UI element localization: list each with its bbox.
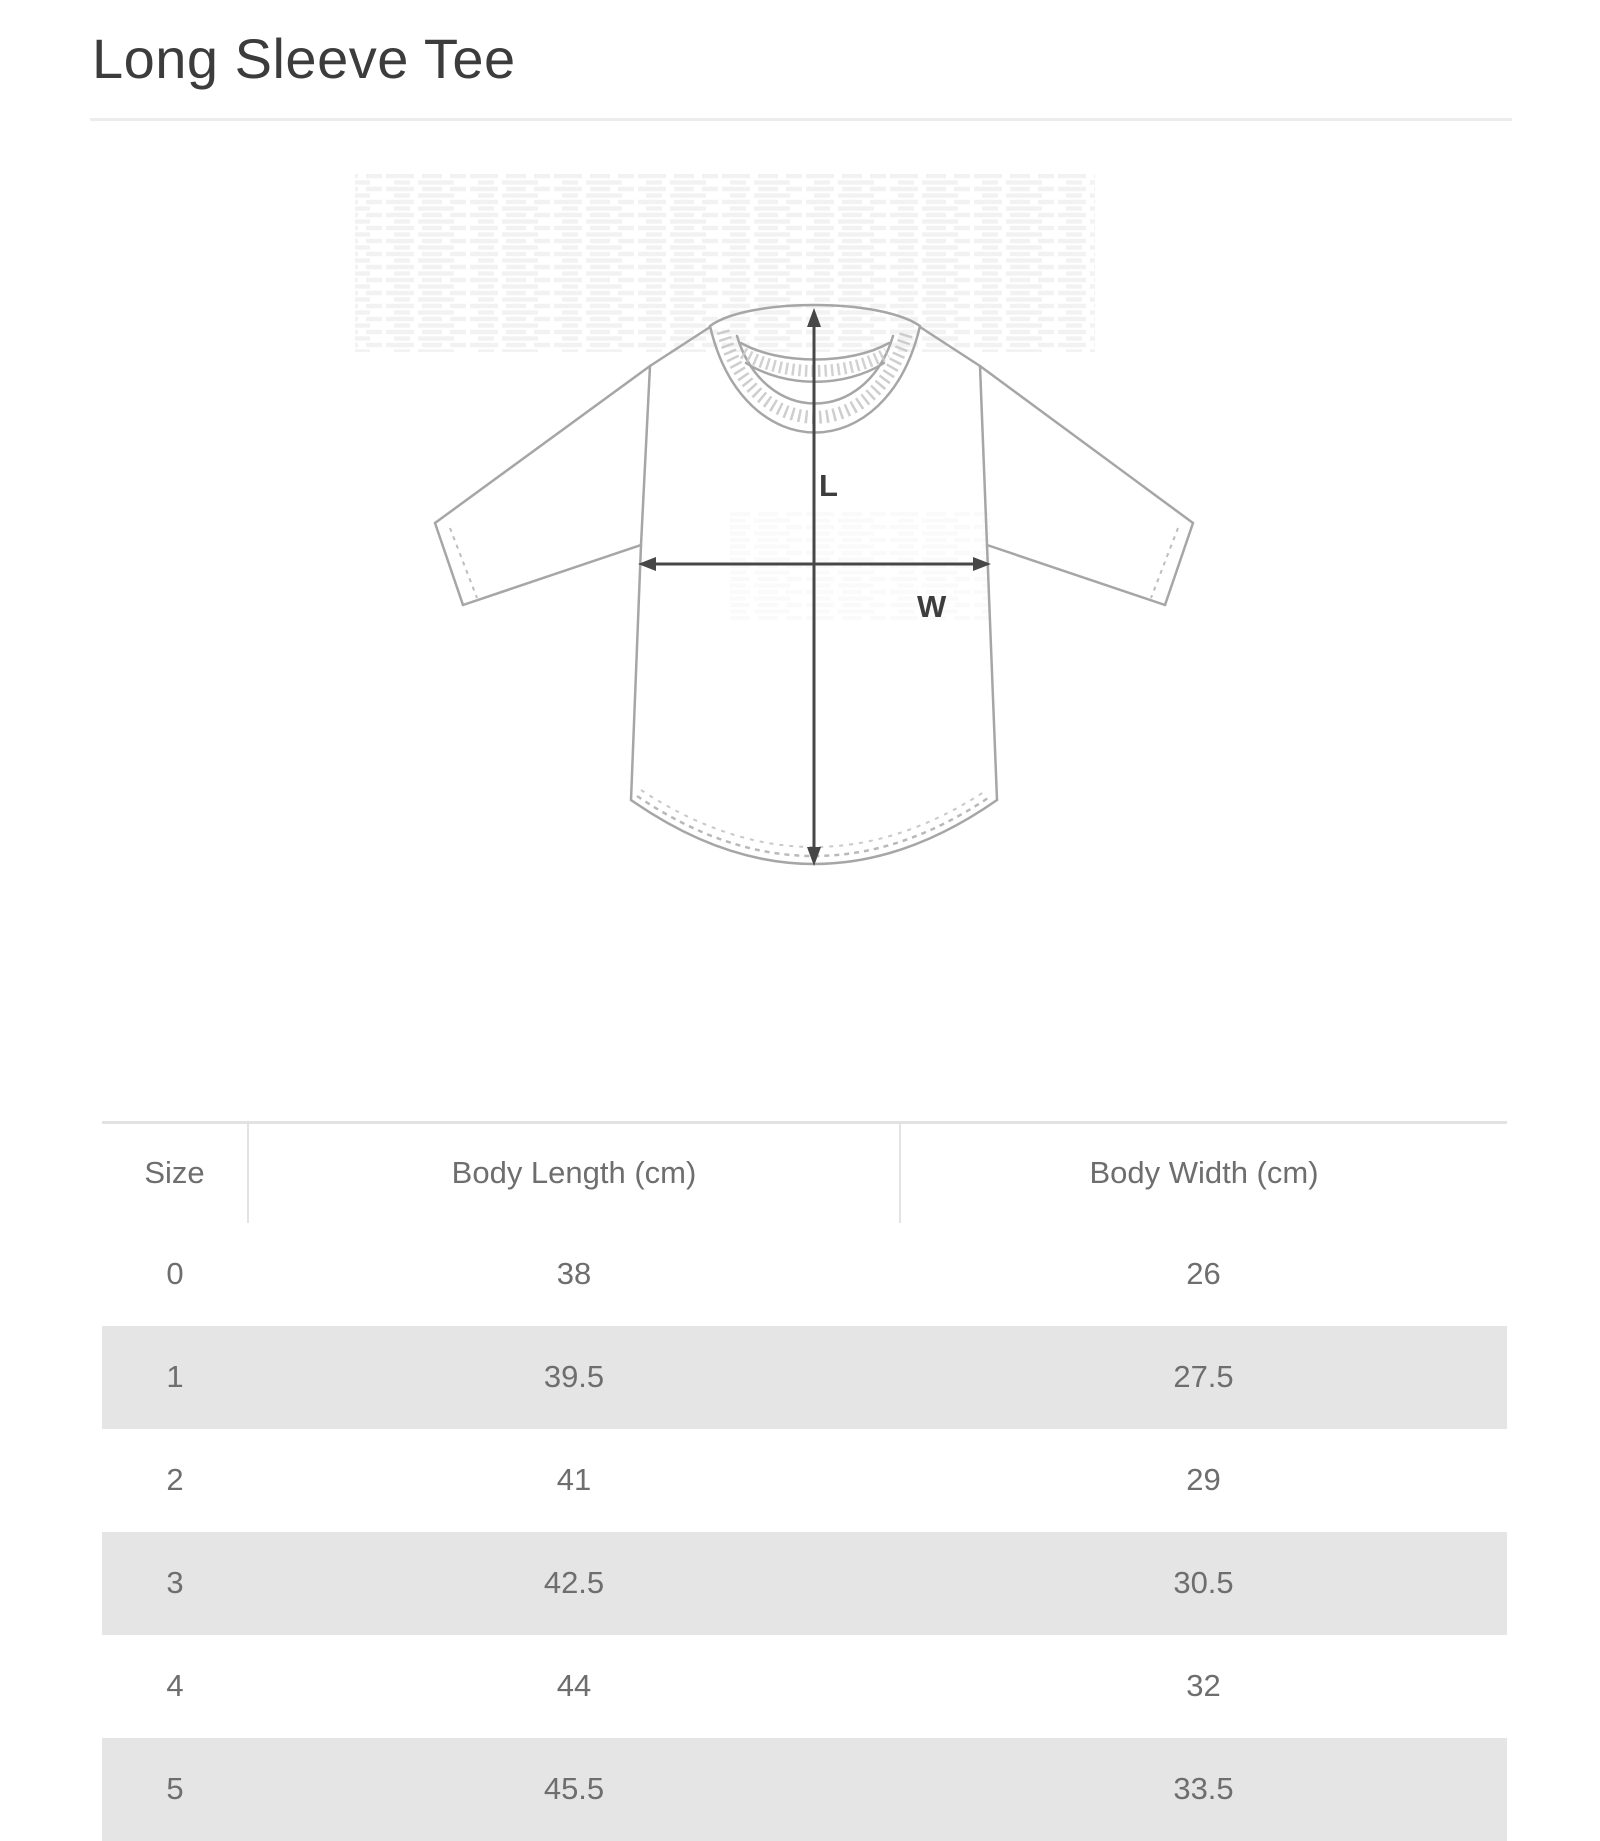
cell-size: 0 xyxy=(166,1256,184,1291)
cell-size: 5 xyxy=(166,1771,184,1806)
page-title: Long Sleeve Tee xyxy=(90,0,1512,121)
cell-body-width: 33.5 xyxy=(1173,1771,1234,1806)
cell-body-length: 39.5 xyxy=(543,1359,605,1394)
tee-illustration: L W xyxy=(355,174,1195,866)
size-chart-table: Size Body Length (cm) Body Width (cm) 0 … xyxy=(102,1121,1507,1841)
tee-stitching xyxy=(449,329,1179,858)
column-header-width: Body Width (cm) xyxy=(899,1122,1507,1223)
cell-body-width: 32 xyxy=(1186,1668,1221,1703)
header-row: Size Body Length (cm) Body Width (cm) xyxy=(102,1122,1507,1223)
cell-body-length: 42.5 xyxy=(543,1565,605,1600)
table-row: 4 44 32 xyxy=(102,1635,1507,1738)
cell-body-width: 30.5 xyxy=(1173,1565,1234,1600)
column-header-size: Size xyxy=(102,1122,248,1223)
table-row: 0 38 26 xyxy=(102,1223,1507,1326)
cell-body-length: 38 xyxy=(556,1256,592,1291)
cell-body-length: 44 xyxy=(556,1668,592,1703)
cell-size: 3 xyxy=(166,1565,184,1600)
table-row: 2 41 29 xyxy=(102,1429,1507,1532)
table-row: 3 42.5 30.5 xyxy=(102,1531,1507,1635)
cell-size: 4 xyxy=(166,1668,184,1703)
scan-noise-band xyxy=(355,174,1095,352)
size-guide-page: Long Sleeve Tee xyxy=(90,0,1512,1841)
length-arrow xyxy=(807,308,821,866)
width-label: W xyxy=(917,589,947,624)
length-label: L xyxy=(819,468,838,503)
table-row: 1 39.5 27.5 xyxy=(102,1325,1507,1429)
tee-diagram: L W xyxy=(90,160,1512,1121)
cell-body-width: 27.5 xyxy=(1173,1359,1234,1394)
table-row: 5 45.5 33.5 xyxy=(102,1737,1507,1841)
width-arrow xyxy=(638,557,991,571)
cell-size: 2 xyxy=(166,1462,184,1497)
column-header-length: Body Length (cm) xyxy=(247,1122,900,1223)
cell-body-length: 45.5 xyxy=(543,1771,605,1806)
cell-body-width: 26 xyxy=(1186,1256,1221,1291)
cell-size: 1 xyxy=(166,1359,184,1394)
cell-body-length: 41 xyxy=(556,1462,592,1497)
cell-body-width: 29 xyxy=(1186,1462,1221,1497)
